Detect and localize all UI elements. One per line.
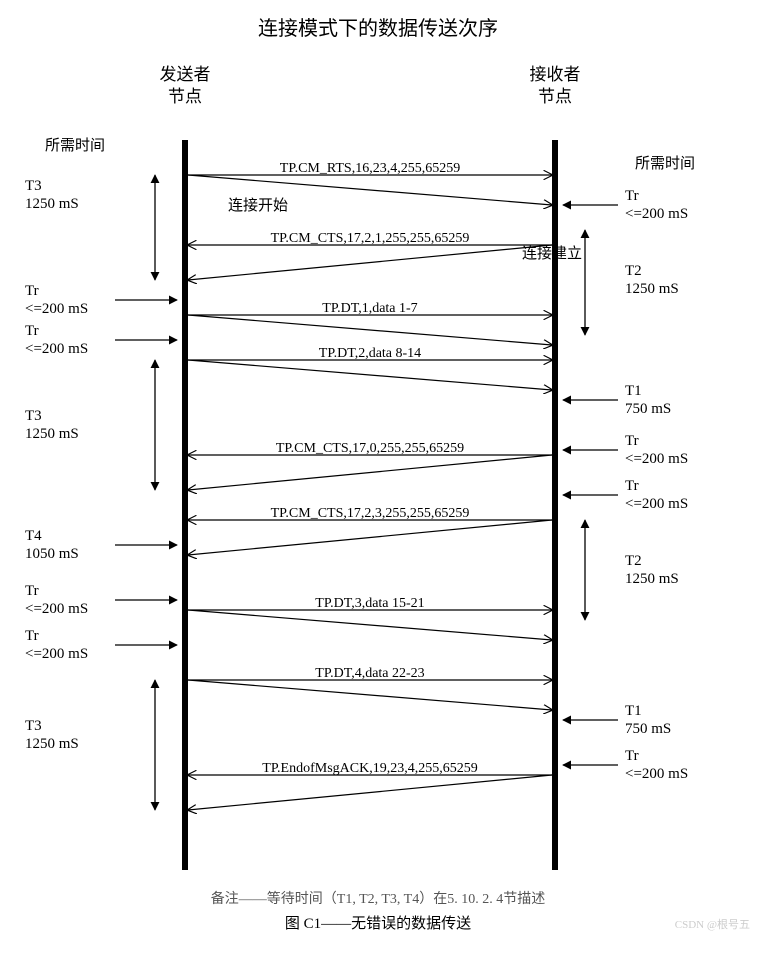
svg-text:T1: T1 xyxy=(625,383,642,399)
svg-text:<=200 mS: <=200 mS xyxy=(625,451,688,467)
time-label-right: 所需时间 xyxy=(635,155,695,172)
svg-text:1250 mS: 1250 mS xyxy=(625,281,679,297)
diagram-title: 连接模式下的数据传送次序 xyxy=(258,17,498,40)
svg-text:<=200 mS: <=200 mS xyxy=(625,206,688,222)
timing-annotation: T3 1250 mS xyxy=(25,718,79,752)
timing-annotation: T4 1050 mS xyxy=(25,528,177,562)
svg-text:<=200 mS: <=200 mS xyxy=(25,646,88,662)
sender-lifeline xyxy=(182,140,188,870)
timing-annotation: T1 750 mS xyxy=(563,703,671,737)
inline-note: 连接建立 xyxy=(522,245,582,262)
timing-annotation: Tr <=200 mS xyxy=(25,323,177,357)
svg-text:T3: T3 xyxy=(25,718,42,734)
messages-group: TP.CM_RTS,16,23,4,255,65259 TP.CM_CTS,17,… xyxy=(188,161,552,810)
svg-text:<=200 mS: <=200 mS xyxy=(25,601,88,617)
svg-text:750 mS: 750 mS xyxy=(625,401,671,417)
svg-text:Tr: Tr xyxy=(25,628,39,644)
footnote: 备注——等待时间（T1, T2, T3, T4）在5. 10. 2. 4节描述 xyxy=(211,890,545,907)
timing-annotation: T2 1250 mS xyxy=(625,263,679,297)
left-timing-group: T3 1250 mS Tr <=200 mS Tr <=200 mS T3 1250 mS T4… xyxy=(25,178,177,752)
timing-annotation: Tr <=200 mS xyxy=(25,583,177,617)
sender-header: 发送者节点 xyxy=(160,65,211,106)
svg-text:TP.CM_CTS,17,0,255,255,65259: TP.CM_CTS,17,0,255,255,65259 xyxy=(276,441,464,456)
svg-text:1250 mS: 1250 mS xyxy=(25,426,79,442)
svg-text:<=200 mS: <=200 mS xyxy=(25,301,88,317)
svg-text:<=200 mS: <=200 mS xyxy=(625,766,688,782)
timing-annotation: Tr <=200 mS xyxy=(563,748,688,782)
timing-annotation: T3 1250 mS xyxy=(25,408,79,442)
svg-text:Tr: Tr xyxy=(625,748,639,764)
svg-text:TP.DT,2,data 8-14: TP.DT,2,data 8-14 xyxy=(319,346,421,361)
svg-text:T1: T1 xyxy=(625,703,642,719)
timing-annotation: Tr <=200 mS xyxy=(25,283,177,317)
svg-text:TP.EndofMsgACK,19,23,4,255,652: TP.EndofMsgACK,19,23,4,255,65259 xyxy=(262,761,477,776)
message-arrow: TP.DT,1,data 1-7 xyxy=(188,301,552,345)
timing-annotation: Tr <=200 mS xyxy=(563,188,688,222)
timing-annotation: Tr <=200 mS xyxy=(563,433,688,467)
svg-text:Tr: Tr xyxy=(25,323,39,339)
message-arrow: TP.EndofMsgACK,19,23,4,255,65259 xyxy=(188,761,552,810)
watermark: CSDN @根号五 xyxy=(675,917,750,931)
svg-text:TP.CM_CTS,17,2,1,255,255,65259: TP.CM_CTS,17,2,1,255,255,65259 xyxy=(271,231,470,246)
svg-text:1250 mS: 1250 mS xyxy=(625,571,679,587)
svg-text:<=200 mS: <=200 mS xyxy=(625,496,688,512)
svg-text:T2: T2 xyxy=(625,263,642,279)
timing-annotation: Tr <=200 mS xyxy=(25,628,177,662)
svg-text:TP.CM_RTS,16,23,4,255,65259: TP.CM_RTS,16,23,4,255,65259 xyxy=(280,161,460,176)
timing-annotation: T2 1250 mS xyxy=(625,553,679,587)
message-arrow: TP.DT,3,data 15-21 xyxy=(188,596,552,640)
svg-text:T3: T3 xyxy=(25,178,42,194)
timing-annotation: T1 750 mS xyxy=(563,383,671,417)
receiver-header: 接收者节点 xyxy=(530,65,581,106)
svg-text:TP.DT,3,data 15-21: TP.DT,3,data 15-21 xyxy=(315,596,424,611)
svg-text:1250 mS: 1250 mS xyxy=(25,736,79,752)
svg-text:TP.CM_CTS,17,2,3,255,255,65259: TP.CM_CTS,17,2,3,255,255,65259 xyxy=(271,506,470,521)
inline-note: 连接开始 xyxy=(228,197,288,214)
svg-text:TP.DT,1,data 1-7: TP.DT,1,data 1-7 xyxy=(322,301,417,316)
svg-text:Tr: Tr xyxy=(25,583,39,599)
time-label-left: 所需时间 xyxy=(45,137,105,154)
svg-text:<=200 mS: <=200 mS xyxy=(25,341,88,357)
message-arrow: TP.DT,4,data 22-23 xyxy=(188,666,552,710)
svg-text:Tr: Tr xyxy=(625,433,639,449)
figure-caption: 图 C1——无错误的数据传送 xyxy=(285,915,471,932)
svg-text:1050 mS: 1050 mS xyxy=(25,546,79,562)
sequence-diagram: 连接模式下的数据传送次序 发送者节点 接收者节点 所需时间 所需时间 TP.CM… xyxy=(0,0,757,958)
svg-text:Tr: Tr xyxy=(625,188,639,204)
svg-text:T4: T4 xyxy=(25,528,42,544)
svg-text:TP.DT,4,data 22-23: TP.DT,4,data 22-23 xyxy=(315,666,424,681)
svg-text:1250 mS: 1250 mS xyxy=(25,196,79,212)
svg-text:T3: T3 xyxy=(25,408,42,424)
svg-text:Tr: Tr xyxy=(25,283,39,299)
message-arrow: TP.CM_CTS,17,2,3,255,255,65259 xyxy=(188,506,552,555)
svg-text:750 mS: 750 mS xyxy=(625,721,671,737)
timing-annotation: Tr <=200 mS xyxy=(563,478,688,512)
message-arrow: TP.DT,2,data 8-14 xyxy=(188,346,552,390)
message-arrow: TP.CM_CTS,17,0,255,255,65259 xyxy=(188,441,552,490)
message-arrow: TP.CM_CTS,17,2,1,255,255,65259 xyxy=(188,231,552,280)
svg-text:Tr: Tr xyxy=(625,478,639,494)
svg-text:T2: T2 xyxy=(625,553,642,569)
right-timing-group: Tr <=200 mS T2 1250 mS T1 750 mS Tr <=200 mS Tr <… xyxy=(563,188,688,782)
timing-annotation: T3 1250 mS xyxy=(25,178,79,212)
inline-notes: 连接开始连接建立 xyxy=(228,197,582,262)
